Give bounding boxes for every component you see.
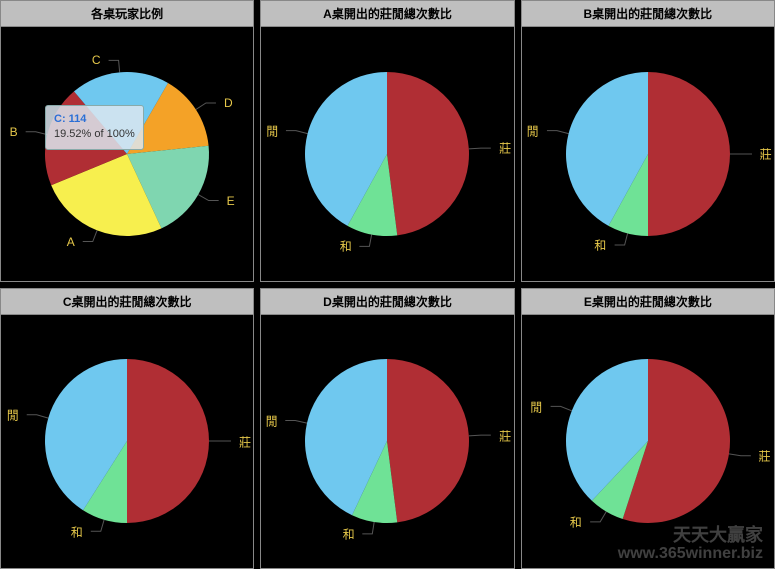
panel-title: C桌開出的莊閒總次數比: [1, 289, 253, 315]
panel-tableA: A桌開出的莊閒總次數比莊和 閒: [260, 0, 514, 282]
panel-body: 莊和 閒: [1, 315, 253, 569]
leader-line: [550, 407, 571, 411]
leader-line: [590, 512, 606, 522]
pie-chart: [261, 314, 513, 568]
slice-label-E: E: [227, 194, 235, 208]
panel-body: 莊和 閒: [261, 315, 513, 569]
pie-slice-莊[interactable]: [648, 72, 730, 236]
panel-players: 各桌玩家比例DEABCC: 11419.52% of 100%: [0, 0, 254, 282]
pie-chart: [261, 27, 513, 281]
leader-line: [198, 194, 218, 200]
panel-tableD: D桌開出的莊閒總次數比莊和 閒: [260, 288, 514, 569]
slice-label-D: D: [224, 96, 233, 110]
pie-chart: [522, 314, 774, 568]
chart-grid: 各桌玩家比例DEABCC: 11419.52% of 100%A桌開出的莊閒總次…: [0, 0, 775, 569]
pie-chart: [522, 27, 774, 281]
slice-label-和: 和: [71, 523, 83, 540]
leader-line: [363, 522, 375, 534]
panel-tableB: B桌開出的莊閒總次數比莊和 閒: [521, 0, 775, 282]
pie-slice-莊[interactable]: [127, 359, 209, 523]
slice-label-C: C: [92, 53, 101, 67]
panel-body: 莊和 閒: [522, 27, 774, 281]
leader-line: [26, 132, 48, 135]
leader-line: [196, 103, 216, 110]
slice-label-和: 和: [343, 526, 355, 543]
pie-slice-莊[interactable]: [387, 359, 469, 522]
slice-label-和: 和: [340, 238, 352, 255]
slice-label-A: A: [67, 235, 75, 249]
pie-chart: [1, 314, 253, 568]
leader-line: [360, 234, 372, 246]
leader-line: [469, 435, 491, 436]
leader-line: [614, 233, 627, 245]
panel-title: 各桌玩家比例: [1, 1, 253, 27]
leader-line: [729, 454, 751, 456]
pie-chart: [1, 27, 253, 281]
slice-label-莊: 莊: [499, 140, 511, 157]
panel-tableC: C桌開出的莊閒總次數比莊和 閒: [0, 288, 254, 569]
slice-label-閒: 閒: [266, 412, 278, 429]
slice-label-閒: 閒: [530, 398, 542, 415]
panel-title: D桌開出的莊閒總次數比: [261, 289, 513, 315]
panel-title: E桌開出的莊閒總次數比: [522, 289, 774, 315]
panel-body: 莊和 閒: [261, 27, 513, 281]
leader-line: [286, 130, 308, 133]
panel-tableE: E桌開出的莊閒總次數比莊和 閒: [521, 288, 775, 569]
slice-label-和: 和: [570, 514, 582, 531]
panel-body: DEABCC: 11419.52% of 100%: [1, 27, 253, 281]
leader-line: [109, 60, 120, 72]
leader-line: [91, 520, 104, 532]
slice-label-莊: 莊: [239, 433, 251, 450]
leader-line: [27, 415, 49, 418]
panel-title: B桌開出的莊閒總次數比: [522, 1, 774, 27]
panel-body: 莊和 閒: [522, 315, 774, 569]
leader-line: [469, 148, 491, 149]
slice-label-閒: 閒: [266, 122, 278, 139]
leader-line: [547, 130, 569, 133]
slice-label-莊: 莊: [499, 427, 511, 444]
leader-line: [83, 230, 97, 241]
slice-label-閒: 閒: [7, 407, 19, 424]
slice-label-莊: 莊: [760, 146, 772, 163]
leader-line: [286, 421, 308, 424]
slice-label-莊: 莊: [758, 448, 770, 465]
slice-label-B: B: [10, 125, 18, 139]
panel-title: A桌開出的莊閒總次數比: [261, 1, 513, 27]
slice-label-和: 和: [594, 237, 606, 254]
slice-label-閒: 閒: [527, 122, 539, 139]
pie-slice-莊[interactable]: [387, 72, 469, 235]
